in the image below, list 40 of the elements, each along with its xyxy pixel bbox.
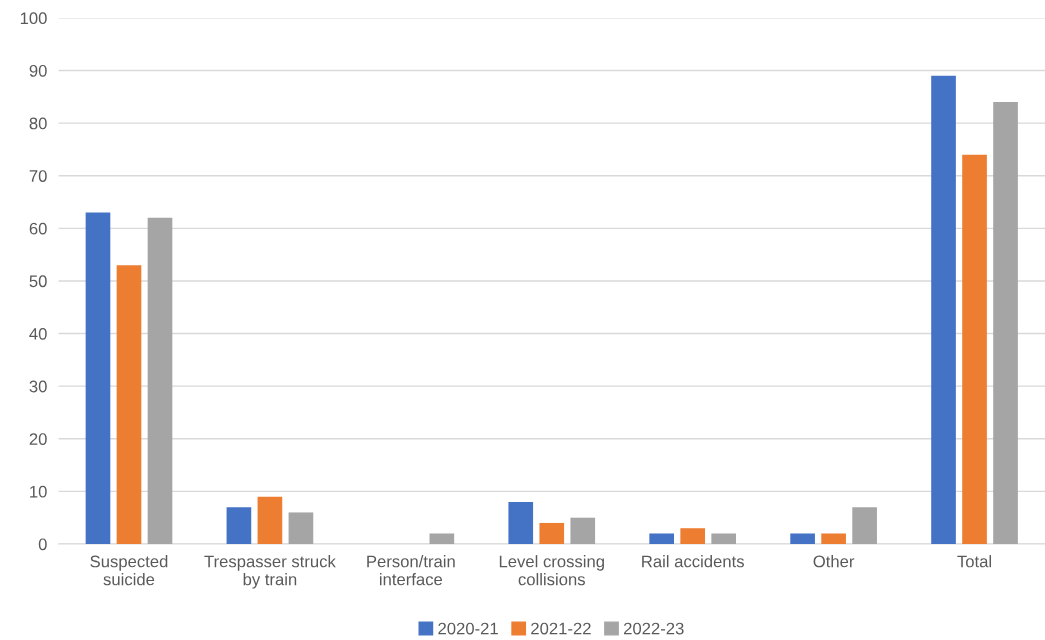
bar: [116, 265, 142, 544]
bar: [962, 154, 987, 544]
bar: [147, 217, 173, 544]
bar: [649, 533, 675, 544]
x-tick-label: Suspected suicide: [90, 555, 168, 586]
bar: [790, 533, 815, 544]
y-tick-label: 20: [29, 433, 47, 445]
legend-label: 2020-21: [438, 622, 498, 635]
bar: [429, 533, 455, 544]
y-tick-label: 10: [30, 485, 47, 498]
y-tick-label: 100: [20, 12, 47, 25]
legend-label: 2022-23: [624, 622, 684, 635]
y-tick-label: 30: [29, 380, 47, 393]
x-tick-label: Level crossing collisions: [499, 555, 604, 586]
y-tick-label: 80: [29, 117, 47, 130]
x-tick-label: Total: [957, 555, 992, 568]
y-tick-label: 50: [29, 275, 47, 288]
bar: [852, 507, 877, 544]
bar: [931, 75, 956, 544]
bar: [226, 507, 252, 544]
bar: [257, 496, 283, 544]
y-tick-label: 90: [29, 64, 47, 77]
x-tick-label: Trespasser struck by train: [204, 555, 336, 589]
y-tick-label: 60: [29, 222, 47, 235]
y-tick-label: 70: [29, 170, 47, 182]
y-tick-label: 40: [29, 327, 47, 340]
x-tick-label: Person/train interface: [367, 555, 455, 586]
bar: [85, 212, 111, 544]
bar: [539, 522, 565, 544]
bar: [711, 533, 737, 544]
bar: [680, 528, 706, 544]
bar: [570, 517, 596, 544]
x-tick-label: Other: [813, 555, 855, 568]
bar: [288, 512, 314, 544]
bar: [821, 533, 846, 544]
y-tick-label: 0: [38, 538, 47, 551]
bar: [993, 102, 1018, 544]
x-tick-label: Rail accidents: [642, 555, 744, 568]
legend-label: 2021-22: [531, 622, 591, 635]
bar: [508, 501, 534, 544]
